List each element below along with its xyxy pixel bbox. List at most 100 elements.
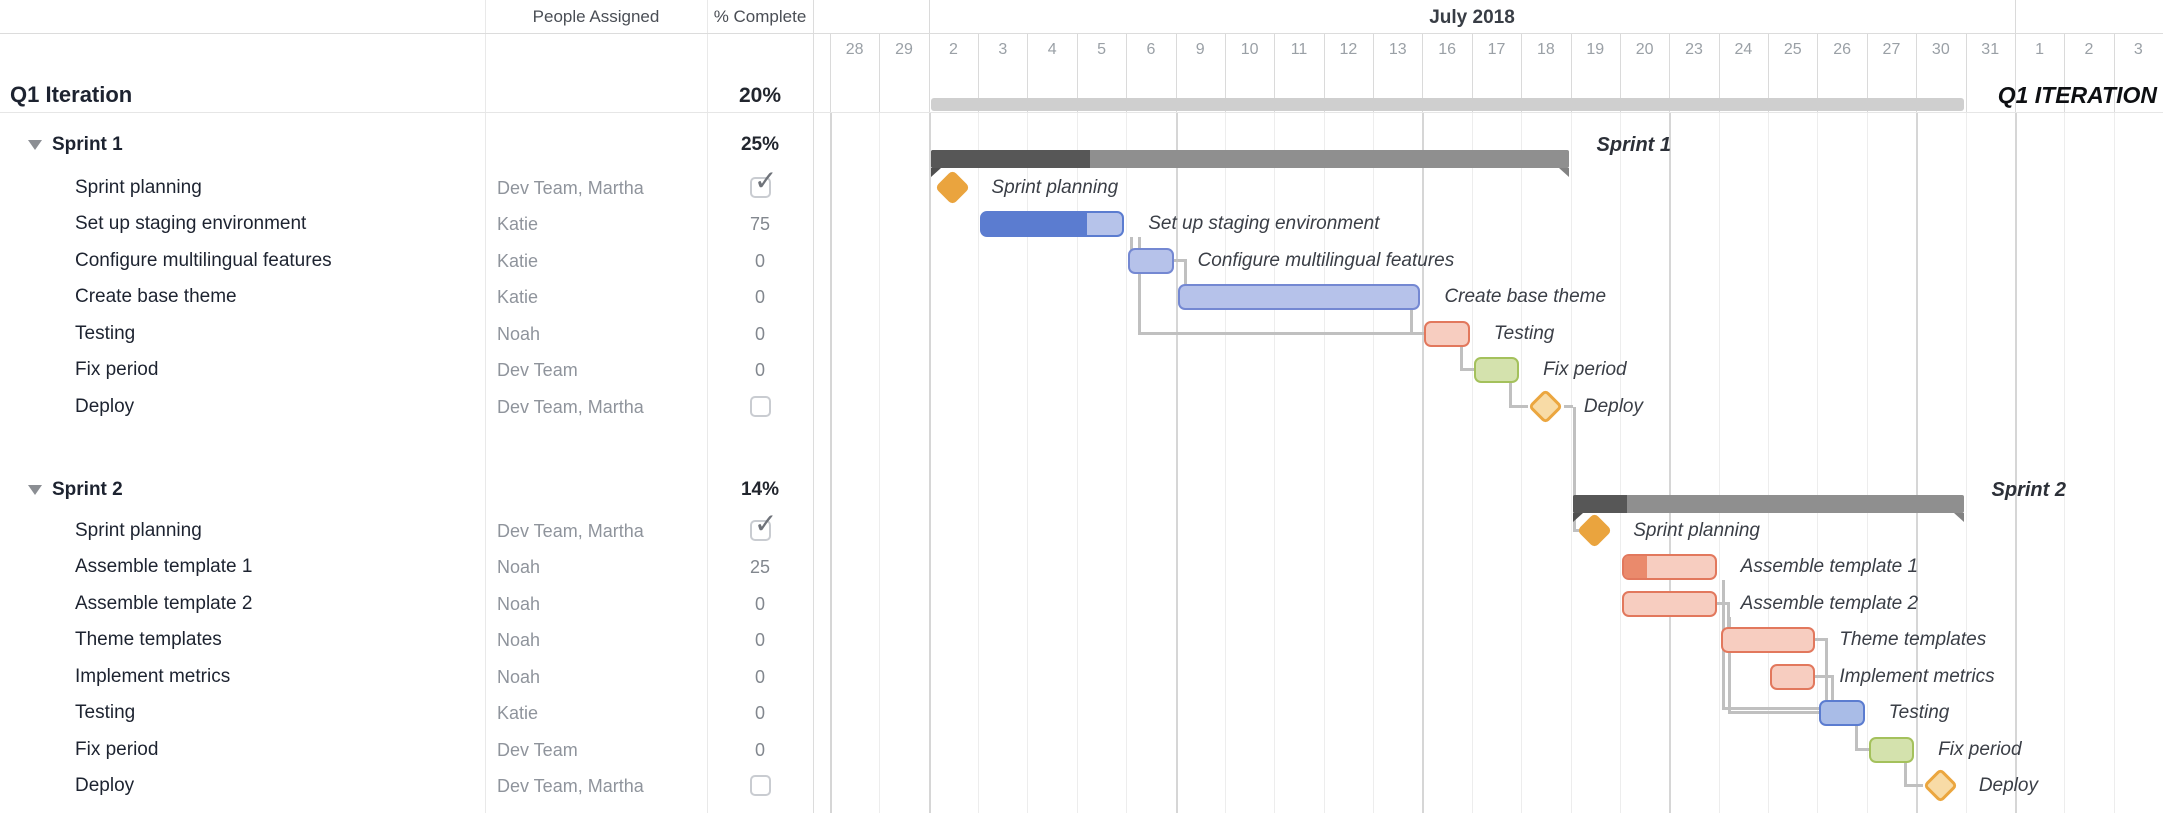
task-percent-complete[interactable]: 0 bbox=[754, 666, 765, 687]
expander-icon[interactable] bbox=[28, 485, 42, 495]
task-percent-complete[interactable]: 25 bbox=[749, 557, 771, 578]
task-name-theme-templates[interactable]: Theme templates bbox=[75, 629, 222, 651]
dependency-connector bbox=[1509, 404, 1528, 408]
grid-line bbox=[1077, 112, 1078, 813]
dependency-connector bbox=[1572, 529, 1581, 532]
task-bar-implement-metrics[interactable] bbox=[1770, 663, 1816, 690]
summary-bar-sprint-1[interactable] bbox=[930, 150, 1569, 177]
task-people-assigned[interactable]: Dev Team bbox=[497, 739, 578, 760]
task-name-assemble-template-2[interactable]: Assemble template 2 bbox=[75, 592, 253, 614]
task-people-assigned[interactable]: Dev Team, Martha bbox=[497, 521, 644, 541]
task-people-assigned[interactable]: Noah bbox=[497, 557, 541, 578]
day-header: 25 bbox=[1783, 41, 1802, 58]
task-percent-complete[interactable]: 75 bbox=[749, 214, 771, 235]
grid-line bbox=[1225, 112, 1226, 813]
task-people-assigned[interactable]: Dev Team, Martha bbox=[497, 396, 644, 417]
task-people-assigned[interactable]: Noah bbox=[497, 666, 541, 687]
task-bar-assemble-template-2[interactable] bbox=[1621, 590, 1717, 617]
task-name-fix-period[interactable]: Fix period bbox=[75, 738, 159, 760]
task-people-assigned[interactable]: Dev Team, Martha bbox=[497, 775, 644, 796]
task-people-assigned[interactable]: Katie bbox=[497, 214, 539, 235]
task-percent-complete[interactable]: 0 bbox=[754, 250, 765, 271]
task-name-assemble-template-1[interactable]: Assemble template 1 bbox=[75, 556, 253, 578]
complete-checkbox-unchecked[interactable] bbox=[750, 774, 771, 796]
task-bar-label: Create base theme bbox=[1444, 286, 1607, 308]
summary-bar-sprint-2[interactable] bbox=[1572, 495, 1964, 522]
grid-line bbox=[0, 33, 2163, 34]
grid-line bbox=[1027, 33, 1028, 112]
task-people-assigned[interactable]: Katie bbox=[497, 250, 539, 271]
task-name-create-base-theme[interactable]: Create base theme bbox=[75, 286, 237, 308]
task-bar-label: Set up staging environment bbox=[1148, 213, 1380, 235]
grid-line bbox=[1521, 112, 1522, 813]
task-name-configure-multilingual-features[interactable]: Configure multilingual features bbox=[75, 249, 332, 271]
task-bar-testing[interactable] bbox=[1819, 700, 1865, 727]
task-percent-complete[interactable]: 0 bbox=[754, 630, 765, 651]
grid-line bbox=[978, 33, 979, 112]
task-bar-set-up-staging-environment[interactable] bbox=[980, 211, 1125, 238]
milestone-deploy[interactable] bbox=[1922, 767, 1959, 804]
task-percent-complete[interactable]: 0 bbox=[754, 739, 765, 760]
complete-checkbox-checked[interactable] bbox=[750, 167, 777, 198]
expander-icon[interactable] bbox=[28, 140, 42, 150]
task-name-sprint-planning[interactable]: Sprint planning bbox=[75, 177, 202, 198]
day-header: 12 bbox=[1339, 41, 1358, 58]
task-bar-theme-templates[interactable] bbox=[1720, 627, 1816, 654]
complete-checkbox-checked[interactable] bbox=[750, 510, 777, 541]
grid-line bbox=[1324, 112, 1325, 813]
grid-line bbox=[1620, 112, 1621, 813]
task-name-sprint-planning[interactable]: Sprint planning bbox=[75, 520, 202, 541]
task-people-assigned[interactable]: Dev Team bbox=[497, 360, 578, 381]
task-bar-create-base-theme[interactable] bbox=[1177, 284, 1421, 311]
task-people-assigned[interactable]: Noah bbox=[497, 630, 541, 651]
group-name-sprint-1[interactable]: Sprint 1 bbox=[52, 134, 123, 155]
task-name-fix-period[interactable]: Fix period bbox=[75, 359, 159, 381]
task-percent-complete[interactable]: 0 bbox=[754, 323, 765, 344]
task-name-testing[interactable]: Testing bbox=[75, 322, 136, 344]
day-header: 10 bbox=[1240, 41, 1259, 58]
project-name[interactable]: Q1 Iteration bbox=[10, 82, 133, 107]
task-people-assigned[interactable]: Noah bbox=[497, 323, 541, 344]
task-name-deploy[interactable]: Deploy bbox=[75, 395, 135, 417]
task-people-assigned[interactable]: Katie bbox=[497, 703, 539, 724]
dependency-connector bbox=[1721, 707, 1820, 711]
grid-line bbox=[1274, 112, 1275, 813]
group-name-sprint-2[interactable]: Sprint 2 bbox=[52, 479, 123, 500]
dependency-connector bbox=[1831, 676, 1835, 701]
task-name-set-up-staging-environment[interactable]: Set up staging environment bbox=[75, 213, 307, 235]
task-name-deploy[interactable]: Deploy bbox=[75, 774, 135, 796]
grid-line bbox=[1669, 33, 1670, 112]
grid-line bbox=[1324, 33, 1325, 112]
task-name-implement-metrics[interactable]: Implement metrics bbox=[75, 665, 231, 687]
grid-line bbox=[1768, 33, 1769, 112]
grid-line bbox=[1620, 33, 1621, 112]
task-bar-label: Implement metrics bbox=[1839, 665, 1995, 687]
day-header: 3 bbox=[2133, 41, 2143, 58]
task-percent-complete[interactable]: 0 bbox=[754, 703, 765, 724]
complete-checkbox-unchecked[interactable] bbox=[750, 395, 771, 417]
dependency-connector bbox=[1727, 711, 1820, 715]
task-percent-complete[interactable]: 0 bbox=[754, 593, 765, 614]
task-bar-assemble-template-1[interactable] bbox=[1621, 554, 1717, 581]
task-percent-complete[interactable]: 0 bbox=[754, 287, 765, 308]
grid-line bbox=[929, 0, 930, 33]
milestone-deploy[interactable] bbox=[1527, 388, 1564, 424]
task-percent-complete[interactable]: 0 bbox=[754, 360, 765, 381]
task-bar-label: Fix period bbox=[1938, 738, 2022, 760]
task-bar-fix-period[interactable] bbox=[1868, 736, 1915, 763]
dependency-connector bbox=[1716, 601, 1730, 605]
project-summary-bar[interactable] bbox=[930, 98, 1964, 111]
dependency-connector bbox=[1459, 346, 1463, 371]
task-bar-label: Configure multilingual features bbox=[1197, 249, 1455, 271]
task-people-assigned[interactable]: Noah bbox=[497, 593, 541, 614]
task-bar-testing[interactable] bbox=[1424, 320, 1470, 347]
task-bar-fix-period[interactable] bbox=[1473, 357, 1520, 384]
grid-line bbox=[1225, 33, 1226, 112]
task-people-assigned[interactable]: Dev Team, Martha bbox=[497, 178, 644, 198]
grid-line bbox=[830, 112, 832, 813]
grid-line bbox=[1719, 112, 1720, 813]
task-bar-progress bbox=[1623, 556, 1647, 579]
task-bar-configure-multilingual-features[interactable] bbox=[1128, 247, 1174, 274]
task-name-testing[interactable]: Testing bbox=[75, 702, 136, 724]
task-people-assigned[interactable]: Katie bbox=[497, 287, 539, 308]
